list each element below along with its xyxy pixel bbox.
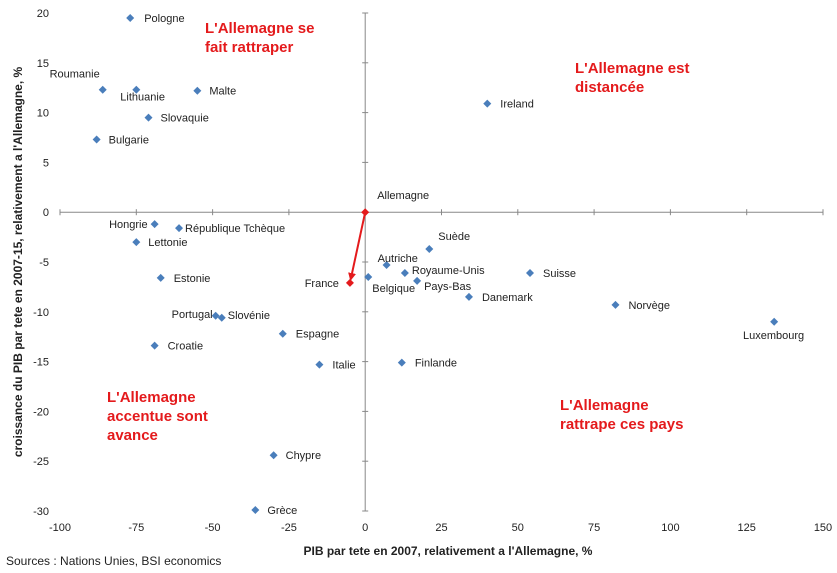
point-bulgarie <box>92 135 101 144</box>
point-label-grece: Grèce <box>267 505 297 517</box>
y-tick-label: -20 <box>33 406 49 418</box>
point-label-slovenie: Slovénie <box>228 310 270 322</box>
y-tick-label: 20 <box>37 8 49 20</box>
point-label-finlande: Finlande <box>415 358 457 370</box>
point-label-luxembourg: Luxembourg <box>743 330 804 342</box>
x-tick-label: -100 <box>49 522 71 534</box>
point-croatie <box>150 341 159 350</box>
annotation-bottom-left: L'Allemagne accentue sont avance <box>107 389 208 444</box>
x-tick-label: 125 <box>738 522 756 534</box>
x-tick-label: 100 <box>661 522 679 534</box>
y-tick-label: -10 <box>33 307 49 319</box>
point-label-portugal: Portugal <box>172 309 213 321</box>
y-axis-title: croissance du PIB par tete en 2007-15, r… <box>11 66 25 457</box>
y-tick-label: 10 <box>37 108 49 120</box>
data-points: Pologne Roumanie Lithuanie Malte Slovaquie Bu… <box>50 13 805 517</box>
point-label-lettonie: Lettonie <box>148 237 187 249</box>
x-tick-label: 75 <box>588 522 600 534</box>
point-lettonie <box>132 238 141 247</box>
point-label-republique-tcheque: République Tchèque <box>185 223 285 235</box>
point-label-france: France <box>305 278 339 290</box>
point-label-bulgarie: Bulgarie <box>109 134 149 146</box>
x-tick-label: 25 <box>435 522 447 534</box>
germany-to-france-arrow <box>348 211 367 281</box>
point-label-royaume-unis: Royaume-Unis <box>412 265 485 277</box>
point-slovenie <box>217 313 226 322</box>
point-label-croatie: Croatie <box>168 341 203 353</box>
point-label-italie: Italie <box>332 360 355 372</box>
point-norvege <box>611 300 620 309</box>
source-note: Sources : Nations Unies, BSI economics <box>6 554 221 568</box>
point-luxembourg <box>770 317 779 326</box>
point-label-pologne: Pologne <box>144 13 184 25</box>
y-tick-label: -30 <box>33 506 49 518</box>
point-danemark <box>464 292 473 301</box>
point-autriche <box>382 260 391 269</box>
point-espagne <box>278 329 287 338</box>
point-suisse <box>526 268 535 277</box>
point-italie <box>315 360 324 369</box>
point-france <box>345 278 354 287</box>
point-chypre <box>269 451 278 460</box>
x-tick-label: 50 <box>512 522 524 534</box>
point-malte <box>193 86 202 95</box>
point-lithuanie <box>132 85 141 94</box>
y-tick-label: 0 <box>43 207 49 219</box>
x-tick-label: -25 <box>281 522 297 534</box>
point-label-allemagne: Allemagne <box>377 190 429 202</box>
point-grece <box>251 506 260 515</box>
x-tick-label: -50 <box>205 522 221 534</box>
point-pays-bas <box>413 276 422 285</box>
point-republique-tcheque <box>175 224 184 233</box>
point-slovaquie <box>144 113 153 122</box>
point-label-danemark: Danemark <box>482 292 533 304</box>
point-label-chypre: Chypre <box>286 450 321 462</box>
point-ireland <box>483 99 492 108</box>
point-label-lithuanie: Lithuanie <box>120 92 165 104</box>
point-portugal <box>211 311 220 320</box>
point-royaume-unis <box>400 268 409 277</box>
point-label-pays-bas: Pays-Bas <box>424 281 472 293</box>
point-label-malte: Malte <box>209 86 236 98</box>
y-tick-label: -5 <box>39 257 49 269</box>
y-tick-label: 5 <box>43 157 49 169</box>
point-label-hongrie: Hongrie <box>109 219 148 231</box>
point-label-estonie: Estonie <box>174 273 211 285</box>
x-axis-title: PIB par tete en 2007, relativement a l'A… <box>304 544 593 558</box>
point-label-roumanie: Roumanie <box>50 69 100 81</box>
point-label-norvege: Norvège <box>628 300 670 312</box>
point-suede <box>425 245 434 254</box>
annotation-top-left: L'Allemagne se fait rattraper <box>205 20 314 56</box>
annotation-top-right: L'Allemagne est distancée <box>575 60 689 96</box>
point-roumanie <box>98 85 107 94</box>
point-label-suisse: Suisse <box>543 268 576 280</box>
y-tick-label: 15 <box>37 58 49 70</box>
axes: -100 -75 -50 -25 0 25 50 75 100 125 150-30-25-20-1… <box>33 8 832 534</box>
y-tick-label: -15 <box>33 357 49 369</box>
point-label-ireland: Ireland <box>500 99 534 111</box>
point-pologne <box>126 13 135 22</box>
point-label-belgique: Belgique <box>372 283 415 295</box>
point-belgique <box>364 272 373 281</box>
point-label-espagne: Espagne <box>296 329 339 341</box>
point-allemagne <box>361 208 370 217</box>
annotation-bottom-right: L'Allemagne rattrape ces pays <box>560 397 683 433</box>
point-estonie <box>156 273 165 282</box>
x-tick-label: 150 <box>814 522 832 534</box>
x-tick-label: -75 <box>128 522 144 534</box>
point-label-slovaquie: Slovaquie <box>161 113 209 125</box>
point-finlande <box>397 358 406 367</box>
y-tick-label: -25 <box>33 456 49 468</box>
point-hongrie <box>150 220 159 229</box>
arrow-layer <box>348 211 367 281</box>
quadrant-annotations: L'Allemagne se fait rattraper L'Allemagne … <box>107 20 689 444</box>
point-label-autriche: Autriche <box>378 253 418 265</box>
x-tick-label: 0 <box>362 522 368 534</box>
point-label-suede: Suède <box>438 231 470 243</box>
